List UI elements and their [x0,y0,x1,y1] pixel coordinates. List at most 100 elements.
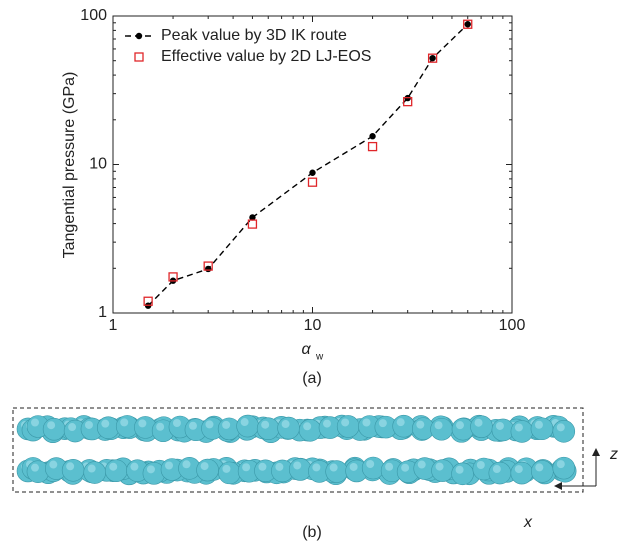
atom-highlight [222,420,231,429]
atom-highlight [146,465,155,474]
atom-highlight [514,465,523,474]
data-point [403,96,413,107]
atom-highlight [165,461,174,470]
atom [61,458,85,482]
atom-highlight [366,460,375,469]
atom-highlight [68,423,77,432]
atom-highlight [182,460,191,469]
caption-b: (b) [302,524,322,541]
atom-highlight [492,465,501,474]
atom-highlight [188,421,197,430]
data-point [309,169,316,176]
atom [288,458,312,481]
data-point [367,141,378,152]
x-tick-label: 100 [499,317,526,334]
atoms-image [16,414,577,486]
atom-highlight [535,463,544,472]
data-point [307,177,318,187]
atom-highlight [349,462,358,471]
atom-highlight [362,418,371,427]
atom [491,418,515,442]
data-point [168,272,178,282]
y-tick-label: 1 [98,304,107,321]
legend-label: Peak value by 3D IK route [161,27,347,44]
y-tick-label: 100 [80,7,107,24]
atom-highlight [138,419,147,428]
atom-highlight [156,422,165,431]
atom [42,417,66,441]
x-label: x [523,514,533,531]
data-point [247,219,258,229]
atom-highlight [385,462,394,471]
atom-highlight [534,420,543,429]
atom [552,420,576,443]
legend-marker [135,32,143,40]
atom-highlight [31,463,39,472]
atom-highlight [556,460,565,469]
z-label: z [609,446,618,463]
atom-highlight [200,462,209,471]
x-tick-label: 10 [304,317,322,334]
atom [96,416,120,439]
x-axis-label: α [301,341,311,358]
atom-highlight [31,418,39,427]
atom [430,417,453,441]
atom [104,459,128,482]
y-tick-label: 10 [89,156,107,173]
atom-highlight [455,465,464,474]
atom [470,415,493,439]
atom-highlight [495,421,504,430]
cell-box [12,407,584,493]
atom-highlight [101,419,110,428]
x-axis-label-subscript: w [315,352,324,363]
atom [552,456,576,480]
atom [298,419,322,442]
atom-highlight [242,463,251,472]
z-arrowhead [592,448,600,456]
atom-highlight [401,463,410,472]
atom [196,458,219,482]
atom-highlight [222,464,231,473]
data-point [429,54,436,62]
atom-highlight [84,420,93,429]
atom [83,461,106,484]
atom-highlight [87,464,96,473]
atom [325,460,348,483]
atom [361,456,385,480]
atom-highlight [49,460,58,469]
x-tick-label: 1 [109,317,118,334]
data-point [143,296,153,306]
data-point [204,265,212,273]
atom-highlight [120,418,129,427]
atom [488,461,512,485]
caption-a: (a) [302,370,322,387]
atom-highlight [435,462,444,471]
atom-highlight [66,462,75,471]
atom [531,460,554,483]
atom-highlight [474,418,483,427]
atom-highlight [281,420,290,429]
x-arrowhead [554,482,562,490]
data-point [249,214,256,221]
atom [392,414,415,438]
atom-highlight [312,463,321,472]
atom-highlight [476,461,485,470]
data-point [203,261,213,271]
atom [530,417,554,441]
atom [510,420,534,443]
atom-highlight [329,463,338,472]
data-point [464,21,471,28]
atom [336,415,360,438]
atom-highlight [378,419,387,428]
data-point [369,133,376,140]
atom-highlight [556,423,565,432]
legend-marker [134,52,144,62]
atom-highlight [240,418,249,427]
atom-highlight [275,462,284,471]
atom-highlight [455,421,464,430]
atom [236,414,259,438]
atom [277,416,300,440]
atom-highlight [258,462,267,471]
atom [431,459,454,482]
